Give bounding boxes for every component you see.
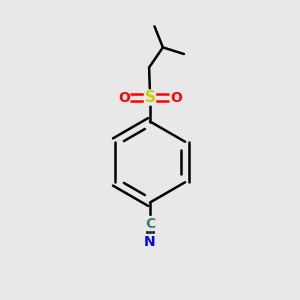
Text: O: O bbox=[118, 91, 130, 104]
Text: O: O bbox=[170, 91, 182, 104]
Text: C: C bbox=[145, 217, 155, 230]
Text: N: N bbox=[144, 235, 156, 248]
Text: S: S bbox=[145, 90, 155, 105]
